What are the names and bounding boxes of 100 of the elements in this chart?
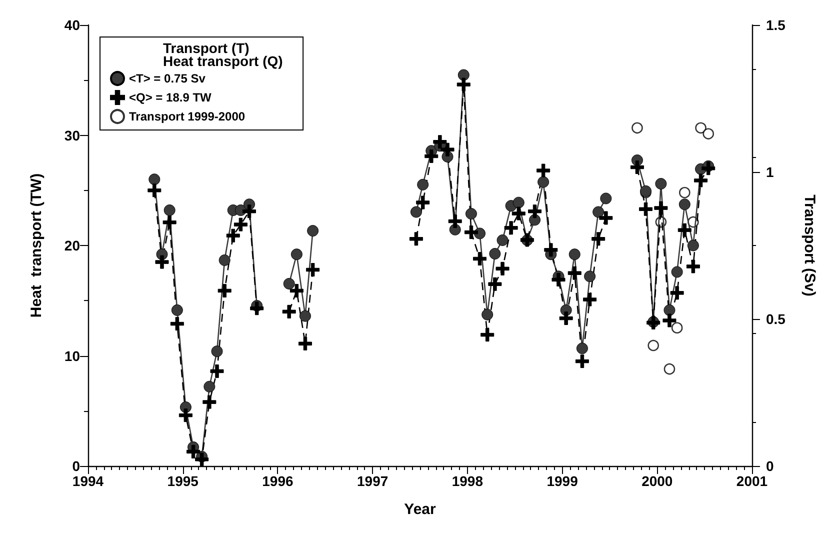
point: [664, 363, 676, 375]
point: [679, 186, 690, 198]
point: [678, 223, 692, 237]
point: [568, 266, 582, 280]
point: [583, 292, 597, 306]
point: [694, 174, 708, 188]
point: [695, 122, 706, 134]
point: [670, 286, 684, 300]
y-axis-title: Heat transport (TW): [28, 173, 45, 318]
point: [504, 221, 518, 235]
point: [512, 206, 526, 220]
legend-label: <Q> = 18.9 TW: [129, 90, 212, 104]
y2-tick-label: 1: [766, 164, 774, 180]
point: [630, 160, 644, 174]
y-tick-label: 20: [64, 238, 80, 254]
point: [218, 254, 230, 266]
point: [465, 208, 477, 220]
point: [410, 206, 422, 218]
point: [299, 310, 311, 322]
point: [599, 211, 613, 225]
point: [282, 304, 296, 318]
point: [204, 380, 216, 392]
point: [496, 262, 510, 276]
point: [234, 218, 248, 232]
point: [148, 184, 162, 198]
x-axis-title: Year: [404, 501, 436, 518]
point: [662, 314, 676, 328]
point: [164, 204, 176, 216]
y2-axis-title: Transport (Sv): [801, 194, 818, 296]
point: [488, 277, 502, 291]
legend-label: Transport 1999-2000: [129, 110, 246, 124]
point: [538, 176, 550, 188]
point: [671, 322, 683, 334]
point: [480, 328, 494, 342]
point: [575, 354, 589, 368]
point: [686, 260, 700, 274]
y2-tick-label: 0: [766, 458, 774, 474]
point: [678, 198, 690, 210]
point: [687, 240, 699, 252]
point: [496, 234, 508, 246]
point: [559, 312, 573, 326]
y-tick-label: 0: [72, 458, 80, 474]
point: [456, 78, 470, 92]
point: [512, 196, 524, 208]
y2-tick-label: 0.5: [766, 311, 786, 327]
point: [210, 364, 224, 378]
point: [600, 192, 612, 204]
point: [655, 178, 667, 190]
point: [211, 346, 223, 358]
point: [424, 149, 438, 163]
point: [489, 248, 501, 260]
point: [226, 228, 240, 242]
point: [654, 201, 668, 215]
point: [298, 336, 312, 350]
x-tick-label: 1994: [72, 473, 104, 489]
point: [671, 266, 683, 278]
x-tick-label: 1996: [262, 473, 294, 489]
point: [639, 202, 653, 216]
point: [528, 204, 542, 218]
point: [464, 226, 478, 240]
x-tick-label: 2001: [736, 473, 768, 489]
x-tick-label: 1997: [356, 473, 388, 489]
point: [283, 278, 295, 290]
point: [473, 252, 487, 266]
point: [592, 206, 604, 218]
point: [170, 317, 184, 331]
legend-label: <T> = 0.75 Sv: [129, 72, 206, 86]
point: [648, 340, 659, 352]
point: [433, 135, 447, 149]
point: [195, 452, 209, 466]
point: [290, 248, 302, 260]
point: [592, 232, 606, 246]
x-tick-label: 1998: [452, 473, 484, 489]
point: [576, 342, 588, 354]
point: [242, 204, 256, 218]
point: [417, 178, 429, 190]
point: [409, 232, 423, 246]
point: [448, 214, 462, 228]
point: [162, 216, 176, 230]
point: [148, 174, 160, 186]
y-tick-label: 10: [64, 348, 80, 364]
point: [664, 304, 676, 316]
x-tick-label: 2000: [642, 473, 673, 489]
point: [307, 225, 319, 237]
point: [218, 284, 232, 298]
point: [584, 270, 596, 282]
point: [202, 395, 216, 409]
point: [440, 142, 454, 156]
point: [482, 308, 494, 320]
point: [171, 304, 183, 316]
point: [568, 248, 580, 260]
point: [250, 302, 264, 316]
y-tick-label: 40: [64, 17, 80, 33]
point: [155, 255, 169, 269]
y2-tick-label: 1.5: [766, 17, 786, 33]
point: [544, 243, 558, 257]
point: [306, 263, 320, 277]
point: [536, 164, 550, 178]
legend-title: Transport (T) Heat transport (Q): [163, 40, 283, 69]
point: [702, 162, 716, 176]
